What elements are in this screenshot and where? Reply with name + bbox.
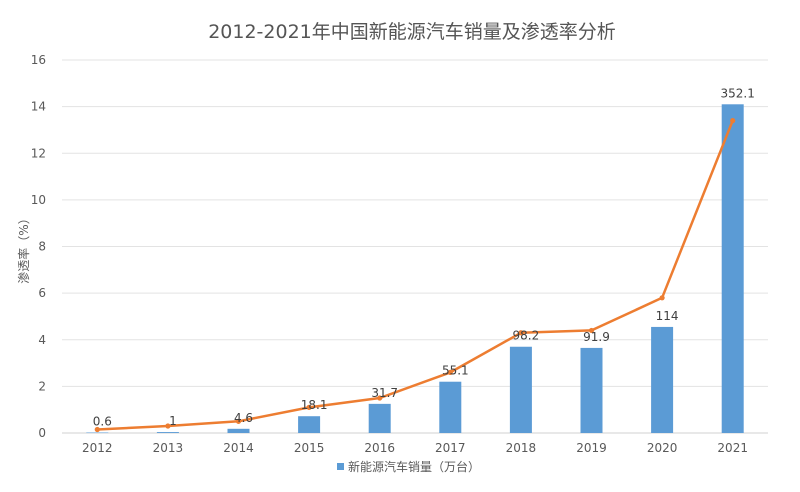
x-tick-label: 2014 bbox=[223, 441, 254, 455]
data-label: 4.6 bbox=[234, 411, 253, 425]
y-axis-ticks: 0 2 4 6 8 10 12 14 16 bbox=[31, 53, 46, 440]
bar bbox=[298, 416, 321, 433]
line-point bbox=[377, 395, 383, 401]
line-point bbox=[235, 418, 242, 424]
x-tick-label: 2017 bbox=[435, 441, 466, 455]
y-tick-label: 6 bbox=[38, 286, 46, 300]
data-label: 18.1 bbox=[301, 398, 328, 412]
bar bbox=[368, 403, 391, 433]
line-point bbox=[165, 423, 171, 429]
y-tick-label: 14 bbox=[31, 100, 46, 114]
line-point bbox=[730, 118, 736, 124]
y-tick-label: 16 bbox=[31, 53, 46, 67]
line-point bbox=[518, 330, 524, 336]
bar bbox=[721, 104, 744, 433]
gridlines bbox=[62, 59, 768, 434]
x-tick-label: 2020 bbox=[647, 441, 678, 455]
y-tick-label: 4 bbox=[38, 333, 46, 347]
data-label: 91.9 bbox=[583, 330, 610, 344]
x-tick-label: 2016 bbox=[364, 441, 395, 455]
x-tick-label: 2021 bbox=[717, 441, 748, 455]
y-tick-label: 2 bbox=[38, 379, 46, 393]
x-axis-ticks: 2012 2013 2014 2015 2016 2017 2018 2019 2020 2021 bbox=[82, 441, 748, 455]
x-tick-label: 2015 bbox=[294, 441, 325, 455]
line-point bbox=[447, 369, 453, 375]
x-tick-label: 2019 bbox=[576, 441, 607, 455]
y-tick-label: 0 bbox=[38, 426, 46, 440]
line-point bbox=[306, 404, 312, 410]
line-point bbox=[659, 295, 665, 301]
bar bbox=[156, 432, 179, 433]
legend: 新能源汽车销量（万台） bbox=[337, 459, 480, 474]
bar bbox=[86, 432, 109, 434]
line-point bbox=[94, 426, 100, 433]
data-label: 31.7 bbox=[371, 386, 398, 400]
y-tick-label: 10 bbox=[31, 193, 46, 207]
legend-label: 新能源汽车销量（万台） bbox=[348, 459, 480, 474]
series-line bbox=[97, 120, 734, 431]
chart-title: 2012-2021年中国新能源汽车销量及渗透率分析 bbox=[208, 21, 616, 43]
data-label: 98.2 bbox=[513, 329, 540, 343]
bar-series bbox=[86, 104, 744, 434]
bar bbox=[439, 381, 462, 433]
y-axis-label: 渗透率（%） bbox=[16, 212, 31, 283]
data-label: 1 bbox=[169, 414, 177, 428]
data-labels: 0.6 1 4.6 18.1 31.7 55.1 98.2 91.9 114 352.1 bbox=[93, 86, 755, 428]
bar bbox=[580, 347, 603, 433]
x-tick-label: 2018 bbox=[506, 441, 537, 455]
x-tick-label: 2013 bbox=[153, 441, 184, 455]
bar bbox=[227, 428, 250, 433]
bar bbox=[509, 346, 532, 433]
data-label: 0.6 bbox=[93, 415, 112, 429]
bar bbox=[651, 326, 674, 433]
y-tick-label: 12 bbox=[31, 146, 46, 160]
line-point bbox=[588, 327, 595, 334]
data-label: 114 bbox=[656, 309, 679, 323]
y-tick-label: 8 bbox=[38, 240, 46, 254]
line-series bbox=[94, 118, 736, 433]
data-label: 55.1 bbox=[442, 364, 469, 378]
legend-swatch bbox=[337, 463, 344, 470]
data-label: 352.1 bbox=[721, 86, 755, 100]
x-tick-label: 2012 bbox=[82, 441, 113, 455]
